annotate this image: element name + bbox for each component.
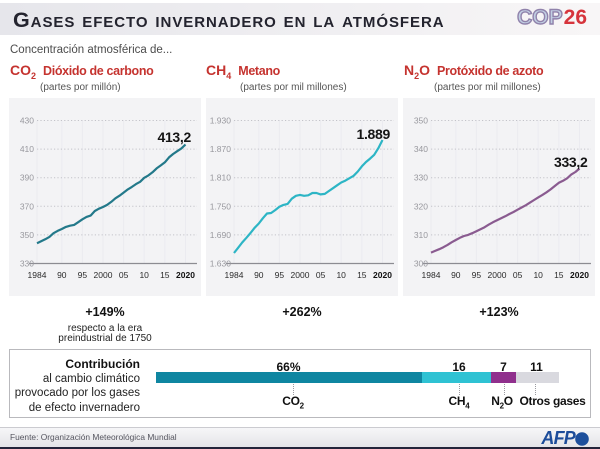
svg-text:05: 05 — [316, 270, 326, 280]
svg-text:2000: 2000 — [291, 270, 310, 280]
svg-text:05: 05 — [513, 270, 523, 280]
svg-text:2000: 2000 — [488, 270, 507, 280]
svg-text:350: 350 — [414, 116, 428, 126]
svg-text:90: 90 — [57, 270, 67, 280]
svg-text:15: 15 — [554, 270, 564, 280]
svg-text:350: 350 — [20, 230, 34, 240]
svg-text:320: 320 — [414, 201, 428, 211]
svg-text:10: 10 — [336, 270, 346, 280]
svg-text:1.690: 1.690 — [210, 230, 232, 240]
svg-text:2000: 2000 — [94, 270, 113, 280]
svg-text:2020: 2020 — [373, 270, 392, 280]
svg-text:410: 410 — [20, 144, 34, 154]
svg-text:10: 10 — [533, 270, 543, 280]
svg-text:330: 330 — [20, 259, 34, 269]
svg-text:05: 05 — [119, 270, 129, 280]
svg-text:95: 95 — [275, 270, 285, 280]
svg-text:1.889: 1.889 — [356, 126, 390, 142]
svg-text:430: 430 — [20, 116, 34, 126]
svg-text:2020: 2020 — [570, 270, 589, 280]
svg-text:1.750: 1.750 — [210, 201, 232, 211]
svg-text:370: 370 — [20, 201, 34, 211]
svg-text:300: 300 — [414, 259, 428, 269]
svg-text:1.810: 1.810 — [210, 173, 232, 183]
svg-text:1.930: 1.930 — [210, 116, 232, 126]
svg-text:330: 330 — [414, 173, 428, 183]
svg-text:333,2: 333,2 — [554, 154, 588, 170]
svg-text:95: 95 — [472, 270, 482, 280]
svg-text:90: 90 — [254, 270, 264, 280]
svg-text:1.630: 1.630 — [210, 259, 232, 269]
svg-text:310: 310 — [414, 230, 428, 240]
svg-text:1984: 1984 — [28, 270, 47, 280]
svg-text:90: 90 — [451, 270, 461, 280]
svg-text:340: 340 — [414, 144, 428, 154]
svg-text:390: 390 — [20, 173, 34, 183]
svg-text:2020: 2020 — [176, 270, 195, 280]
svg-text:413,2: 413,2 — [157, 129, 191, 145]
svg-text:15: 15 — [357, 270, 367, 280]
svg-text:1984: 1984 — [422, 270, 441, 280]
svg-text:95: 95 — [78, 270, 88, 280]
svg-text:1984: 1984 — [225, 270, 244, 280]
svg-text:1.870: 1.870 — [210, 144, 232, 154]
svg-text:15: 15 — [160, 270, 170, 280]
svg-text:10: 10 — [139, 270, 149, 280]
